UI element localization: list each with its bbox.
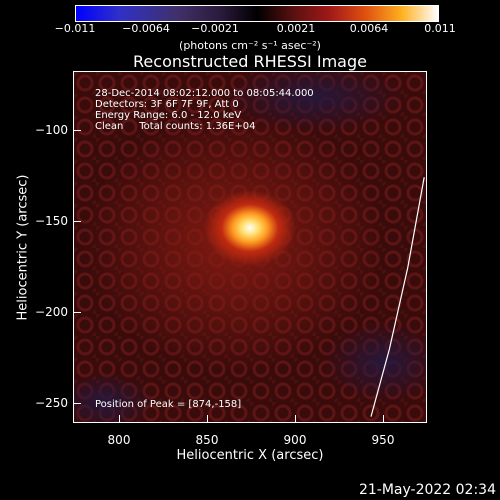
- x-tick-mark: [383, 415, 384, 423]
- x-tick-mark: [295, 415, 296, 423]
- info-peak-position: Position of Peak = [874,-158]: [95, 399, 242, 410]
- colorbar-tick: 0.011: [424, 22, 456, 35]
- colorbar: [75, 5, 439, 22]
- footer-timestamp: 21-May-2022 02:34: [358, 482, 496, 498]
- colorbar-tick: 0.0021: [276, 22, 316, 35]
- negative-region: [74, 372, 154, 422]
- x-tick-mark: [119, 415, 120, 423]
- y-tick-mark: [73, 130, 81, 131]
- info-total-counts: Clean Total counts: 1.36E+04: [95, 121, 256, 132]
- x-tick-label: 900: [283, 433, 307, 447]
- x-tick-label: 800: [107, 433, 131, 447]
- colorbar-units: (photons cm⁻² s⁻¹ asec⁻²): [179, 39, 321, 52]
- negative-region: [324, 322, 426, 402]
- colorbar-tick: −0.011: [54, 22, 96, 35]
- colorbar-tick: −0.0021: [191, 22, 239, 35]
- plot-area: 28-Dec-2014 08:02:12.000 to 08:05:44.000…: [73, 71, 427, 423]
- y-tick-label: −150: [35, 214, 68, 228]
- y-tick-mark: [73, 312, 81, 313]
- flare-source: [204, 190, 296, 266]
- solar-limb-line: [370, 177, 425, 417]
- heatmap-image: [74, 72, 426, 422]
- info-energy-range: Energy Range: 6.0 - 12.0 keV: [95, 110, 242, 121]
- colorbar-tick: 0.0064: [349, 22, 389, 35]
- x-tick-label: 950: [371, 433, 395, 447]
- info-detectors: Detectors: 3F 6F 7F 9F, Att 0: [95, 99, 239, 110]
- y-tick-label: −250: [35, 396, 68, 410]
- y-tick-label: −100: [35, 123, 68, 137]
- x-axis-label: Heliocentric X (arcsec): [176, 448, 324, 463]
- x-tick-mark: [207, 415, 208, 423]
- y-tick-label: −200: [35, 305, 68, 319]
- y-axis-label: Heliocentric Y (arcsec): [15, 174, 31, 321]
- x-tick-label: 850: [195, 433, 219, 447]
- y-tick-mark: [73, 221, 81, 222]
- y-tick-mark: [73, 403, 81, 404]
- plot-title: Reconstructed RHESSI Image: [133, 52, 367, 71]
- info-time-range: 28-Dec-2014 08:02:12.000 to 08:05:44.000: [95, 88, 314, 99]
- colorbar-tick: −0.0064: [122, 22, 170, 35]
